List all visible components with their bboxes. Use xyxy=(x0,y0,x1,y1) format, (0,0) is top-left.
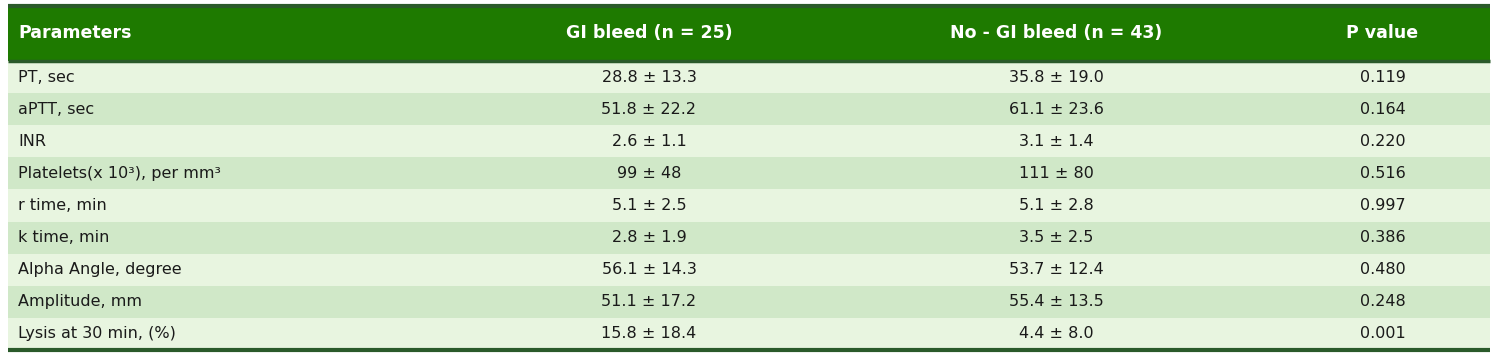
Text: Alpha Angle, degree: Alpha Angle, degree xyxy=(18,262,181,277)
Text: 0.119: 0.119 xyxy=(1360,69,1405,85)
Text: 56.1 ± 14.3: 56.1 ± 14.3 xyxy=(602,262,697,277)
Text: 51.1 ± 17.2: 51.1 ± 17.2 xyxy=(601,294,697,309)
Text: 0.220: 0.220 xyxy=(1360,134,1405,149)
Bar xyxy=(7,93,1491,125)
Text: 4.4 ± 8.0: 4.4 ± 8.0 xyxy=(1019,326,1094,341)
Text: k time, min: k time, min xyxy=(18,230,109,245)
Bar xyxy=(7,125,1491,157)
Text: 0.997: 0.997 xyxy=(1360,198,1405,213)
Text: r time, min: r time, min xyxy=(18,198,106,213)
Text: INR: INR xyxy=(18,134,46,149)
Text: 51.8 ± 22.2: 51.8 ± 22.2 xyxy=(602,102,697,117)
Text: 2.8 ± 1.9: 2.8 ± 1.9 xyxy=(611,230,686,245)
Bar xyxy=(7,286,1491,318)
Text: 0.001: 0.001 xyxy=(1360,326,1405,341)
Text: 3.1 ± 1.4: 3.1 ± 1.4 xyxy=(1019,134,1094,149)
Text: PT, sec: PT, sec xyxy=(18,69,75,85)
Text: 0.516: 0.516 xyxy=(1360,166,1405,181)
Text: 2.6 ± 1.1: 2.6 ± 1.1 xyxy=(611,134,686,149)
Bar xyxy=(7,61,1491,93)
Text: Parameters: Parameters xyxy=(18,25,132,42)
Bar xyxy=(7,157,1491,189)
Bar xyxy=(7,318,1491,350)
Text: Platelets(x 10³), per mm³: Platelets(x 10³), per mm³ xyxy=(18,166,222,181)
Text: 55.4 ± 13.5: 55.4 ± 13.5 xyxy=(1010,294,1104,309)
Bar xyxy=(7,189,1491,221)
Bar xyxy=(7,6,1491,61)
Text: aPTT, sec: aPTT, sec xyxy=(18,102,94,117)
Text: 5.1 ± 2.8: 5.1 ± 2.8 xyxy=(1019,198,1094,213)
Text: 15.8 ± 18.4: 15.8 ± 18.4 xyxy=(601,326,697,341)
Bar xyxy=(7,221,1491,254)
Text: 5.1 ± 2.5: 5.1 ± 2.5 xyxy=(611,198,686,213)
Text: 0.248: 0.248 xyxy=(1360,294,1405,309)
Text: 99 ± 48: 99 ± 48 xyxy=(617,166,682,181)
Bar xyxy=(7,254,1491,286)
Text: No - GI bleed (n = 43): No - GI bleed (n = 43) xyxy=(950,25,1162,42)
Text: Lysis at 30 min, (%): Lysis at 30 min, (%) xyxy=(18,326,175,341)
Text: 0.480: 0.480 xyxy=(1360,262,1405,277)
Text: GI bleed (n = 25): GI bleed (n = 25) xyxy=(566,25,733,42)
Text: P value: P value xyxy=(1347,25,1419,42)
Text: 61.1 ± 23.6: 61.1 ± 23.6 xyxy=(1010,102,1104,117)
Text: 0.164: 0.164 xyxy=(1360,102,1405,117)
Text: 35.8 ± 19.0: 35.8 ± 19.0 xyxy=(1010,69,1104,85)
Text: 111 ± 80: 111 ± 80 xyxy=(1019,166,1094,181)
Text: 53.7 ± 12.4: 53.7 ± 12.4 xyxy=(1010,262,1104,277)
Text: 3.5 ± 2.5: 3.5 ± 2.5 xyxy=(1019,230,1094,245)
Text: Amplitude, mm: Amplitude, mm xyxy=(18,294,142,309)
Text: 28.8 ± 13.3: 28.8 ± 13.3 xyxy=(602,69,697,85)
Text: 0.386: 0.386 xyxy=(1360,230,1405,245)
